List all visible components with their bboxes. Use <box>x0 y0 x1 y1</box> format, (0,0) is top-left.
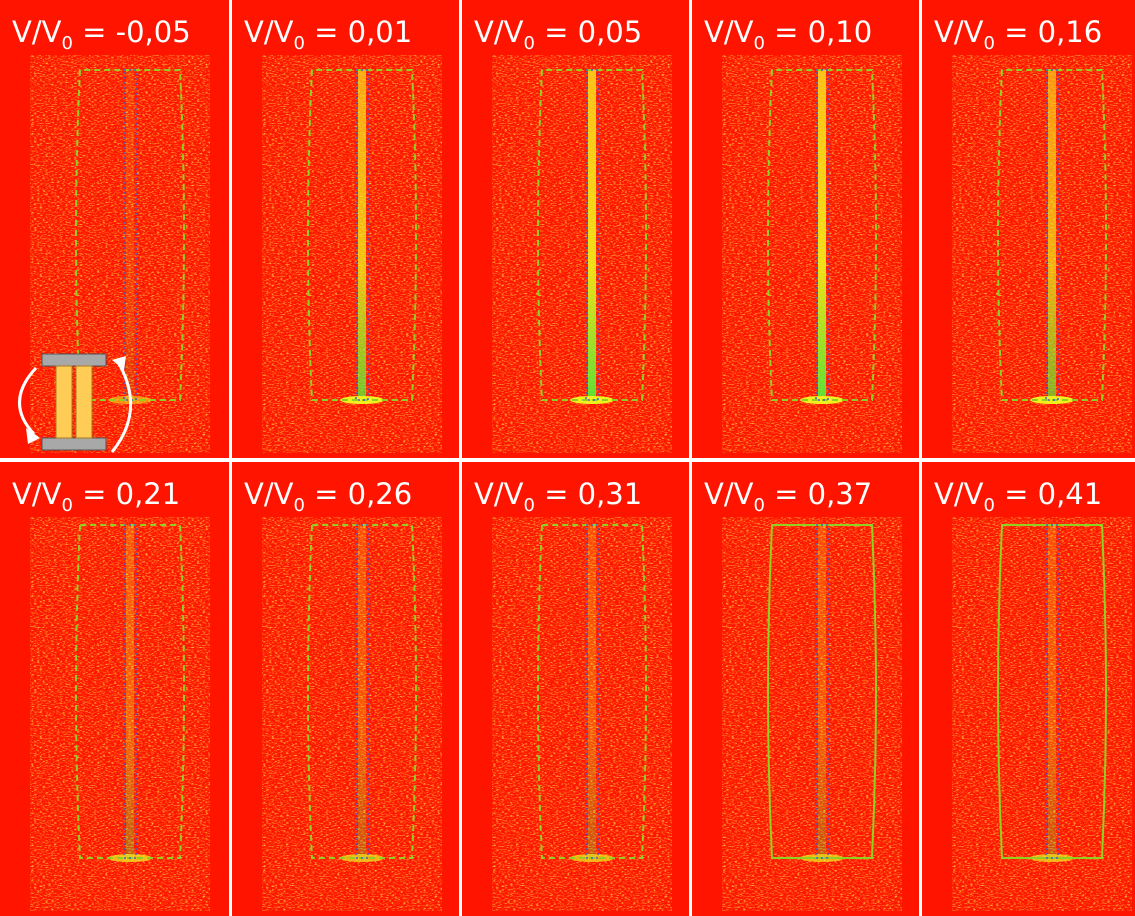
panel-label: V/V0 = 0,16 <box>934 15 1102 54</box>
panel-label: V/V0 = 0,10 <box>704 15 872 54</box>
outline <box>997 69 1107 401</box>
panel: V/V0 = 0,16 <box>922 0 1135 458</box>
speckle <box>722 55 902 453</box>
label-main: V/V <box>934 477 984 511</box>
label-sub: 0 <box>293 495 304 516</box>
icon-arrow <box>18 366 38 436</box>
label-value: = 0,26 <box>305 477 412 511</box>
icon-bar <box>55 365 73 439</box>
outline <box>997 524 1107 859</box>
streak <box>126 525 134 858</box>
label-value: = 0,21 <box>73 477 180 511</box>
label-main: V/V <box>244 15 294 49</box>
label-sub: 0 <box>61 495 72 516</box>
icon <box>18 353 133 453</box>
outline <box>537 69 647 401</box>
label-value: = 0,41 <box>995 477 1102 511</box>
outline <box>75 69 185 401</box>
speckle <box>262 55 442 453</box>
label-value: = 0,16 <box>995 15 1102 49</box>
panel: V/V0 = 0,41 <box>922 462 1135 916</box>
label-sub: 0 <box>753 495 764 516</box>
label-main: V/V <box>474 15 524 49</box>
outline <box>537 524 647 859</box>
label-value: = 0,37 <box>765 477 872 511</box>
label-main: V/V <box>244 477 294 511</box>
core-outline <box>815 524 829 859</box>
icon-arrow <box>110 361 133 453</box>
label-main: V/V <box>474 477 524 511</box>
panel-label: V/V0 = 0,41 <box>934 477 1102 516</box>
panel: V/V0 = 0,05 <box>462 0 689 458</box>
panel: V/V0 = 0,37 <box>692 462 919 916</box>
label-sub: 0 <box>753 33 764 54</box>
outline <box>307 69 417 401</box>
label-main: V/V <box>12 477 62 511</box>
core-outline <box>123 69 137 401</box>
streak <box>126 70 134 400</box>
core-outline <box>355 524 369 859</box>
label-main: V/V <box>12 15 62 49</box>
label-value: = -0,05 <box>73 15 191 49</box>
speckle <box>492 55 672 453</box>
icon-arrowhead <box>26 428 40 444</box>
panel-label: V/V0 = 0,01 <box>244 15 412 54</box>
icon-arrowhead <box>112 356 126 370</box>
core-outline <box>585 69 599 401</box>
panel: V/V0 = 0,31 <box>462 462 689 916</box>
label-main: V/V <box>704 477 754 511</box>
streak <box>358 70 366 400</box>
streak <box>358 525 366 858</box>
label-main: V/V <box>704 15 754 49</box>
panel-label: V/V0 = -0,05 <box>12 15 191 54</box>
label-value: = 0,05 <box>535 15 642 49</box>
panel: V/V0 = 0,01 <box>232 0 459 458</box>
streak <box>1048 525 1056 858</box>
core-outline <box>585 524 599 859</box>
label-sub: 0 <box>61 33 72 54</box>
panel-label: V/V0 = 0,37 <box>704 477 872 516</box>
label-value: = 0,31 <box>535 477 642 511</box>
speckle <box>952 55 1132 453</box>
panel: V/V0 = -0,05 <box>0 0 229 458</box>
panel: V/V0 = 0,26 <box>232 462 459 916</box>
panel-label: V/V0 = 0,31 <box>474 477 642 516</box>
label-value: = 0,01 <box>305 15 412 49</box>
label-sub: 0 <box>293 33 304 54</box>
label-main: V/V <box>934 15 984 49</box>
label-sub: 0 <box>983 33 994 54</box>
panel-label: V/V0 = 0,26 <box>244 477 412 516</box>
outline <box>767 524 877 859</box>
core-outline <box>815 69 829 401</box>
outline <box>307 524 417 859</box>
label-sub: 0 <box>523 495 534 516</box>
streak <box>588 525 596 858</box>
outline <box>75 524 185 859</box>
icon-plate <box>41 353 107 367</box>
panel: V/V0 = 0,21 <box>0 462 229 916</box>
icon-plate <box>41 437 107 451</box>
outline <box>767 69 877 401</box>
panel: V/V0 = 0,10 <box>692 0 919 458</box>
panel-label: V/V0 = 0,05 <box>474 15 642 54</box>
streak <box>818 70 826 400</box>
streak <box>1048 70 1056 400</box>
panel-label: V/V0 = 0,21 <box>12 477 180 516</box>
core-outline <box>355 69 369 401</box>
core-outline <box>1045 69 1059 401</box>
core-outline <box>123 524 137 859</box>
label-sub: 0 <box>983 495 994 516</box>
core-outline <box>1045 524 1059 859</box>
icon-bar <box>75 365 93 439</box>
streak <box>588 70 596 400</box>
label-sub: 0 <box>523 33 534 54</box>
label-value: = 0,10 <box>765 15 872 49</box>
streak <box>818 525 826 858</box>
